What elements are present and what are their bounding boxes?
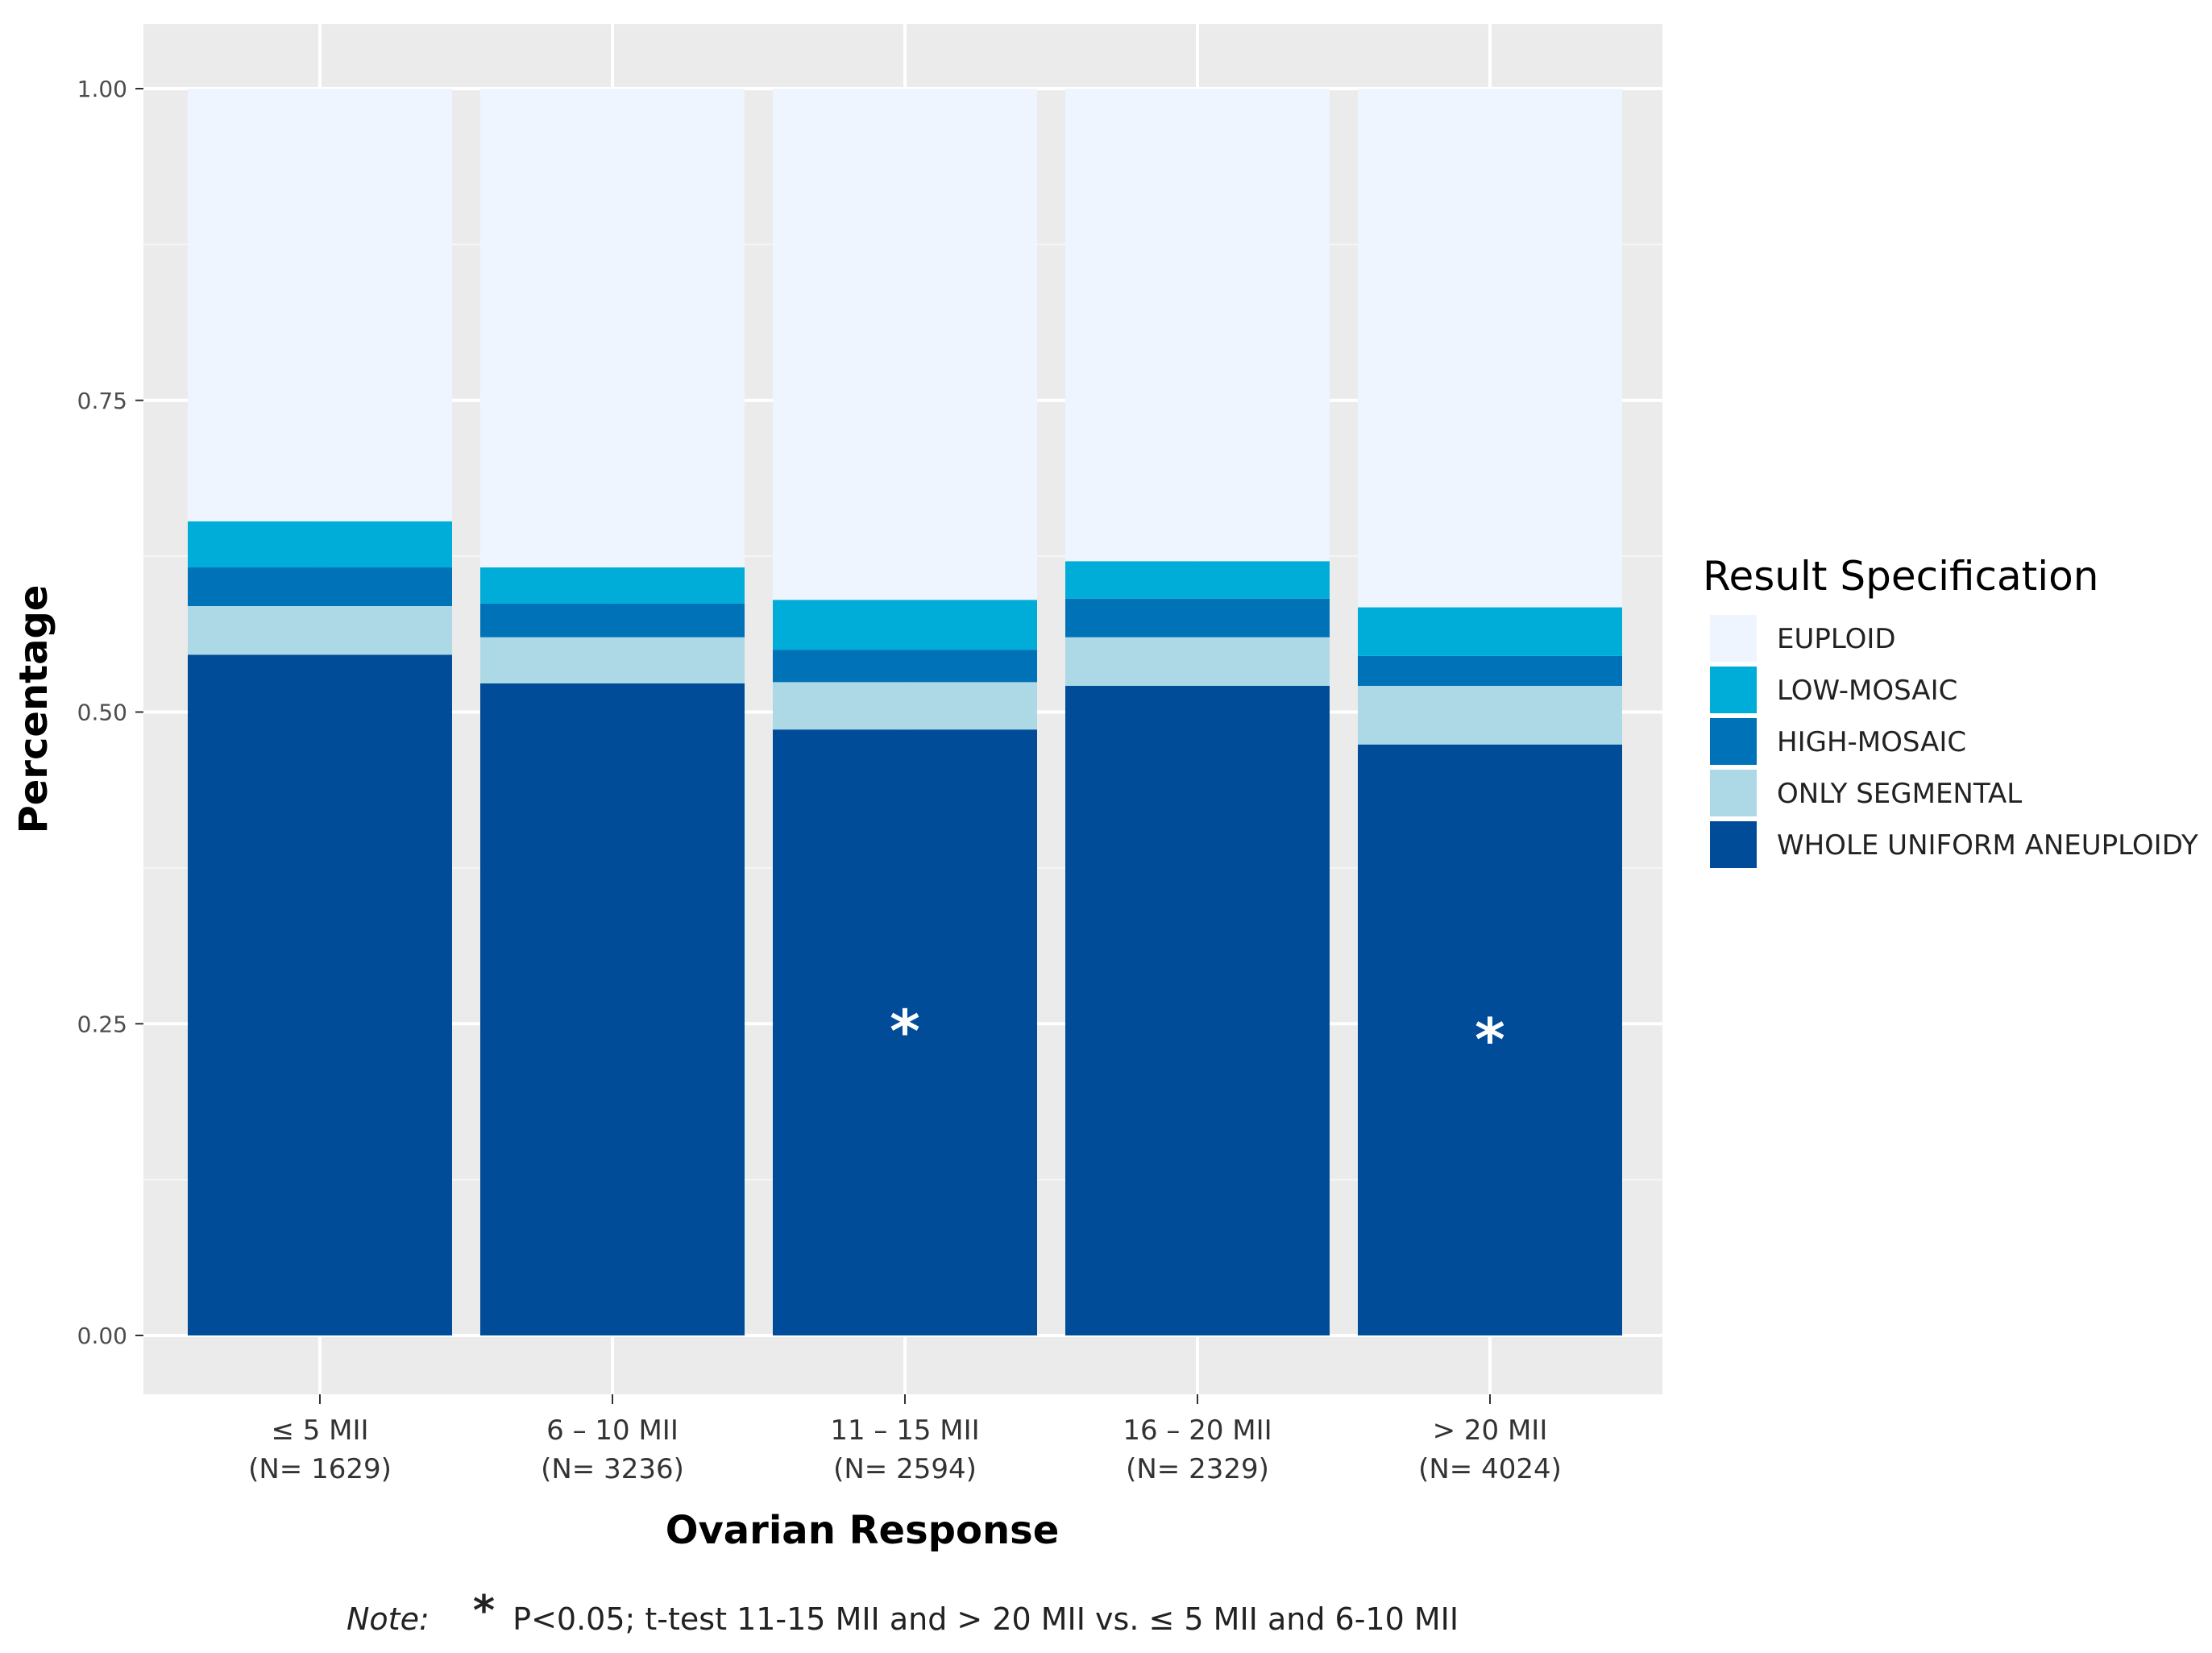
bar-segment-euploid xyxy=(188,89,452,521)
bar-segment-high-mosaic xyxy=(1358,655,1622,687)
x-tick-label: 6 – 10 MII xyxy=(546,1414,679,1447)
legend-label: HIGH-MOSAIC xyxy=(1777,726,1966,758)
x-tick-sample-size: (N= 4024) xyxy=(1418,1453,1562,1485)
bar-segment-whole-uniform-aneuploidy xyxy=(1358,744,1622,1335)
y-tick-label: 1.00 xyxy=(77,76,127,102)
bar-segment-whole-uniform-aneuploidy xyxy=(1065,686,1330,1335)
y-tick-label: 0.00 xyxy=(77,1323,127,1349)
legend-label: LOW-MOSAIC xyxy=(1777,675,1957,707)
bar-segment-euploid xyxy=(1358,89,1622,608)
bar-segment-euploid xyxy=(773,89,1037,600)
bar-segment-low-mosaic xyxy=(480,567,745,604)
bar-segment-low-mosaic xyxy=(1065,561,1330,599)
bar-segment-whole-uniform-aneuploidy xyxy=(188,654,452,1335)
bar-segment-low-mosaic xyxy=(773,600,1037,650)
x-tick-sample-size: (N= 2329) xyxy=(1126,1453,1269,1485)
x-tick-sample-size: (N= 2594) xyxy=(833,1453,977,1485)
bars xyxy=(188,89,1622,1335)
bar-segment-high-mosaic xyxy=(480,603,745,638)
bar-segment-euploid xyxy=(1065,89,1330,562)
x-tick-label: > 20 MII xyxy=(1433,1414,1548,1447)
x-tick-label: ≤ 5 MII xyxy=(271,1414,368,1447)
legend-swatch xyxy=(1710,770,1757,816)
significance-asterisk: * xyxy=(890,997,920,1065)
note-symbol: * xyxy=(472,1587,496,1635)
bar-segment-only-segmental xyxy=(480,637,745,683)
x-axis-title: Ovarian Response xyxy=(666,1508,1060,1553)
legend-swatch xyxy=(1710,615,1757,662)
bar-segment-high-mosaic xyxy=(188,567,452,607)
x-tick-sample-size: (N= 3236) xyxy=(541,1453,684,1485)
note-label: Note: xyxy=(347,1601,430,1637)
legend-label: ONLY SEGMENTAL xyxy=(1777,778,2022,810)
legend-label: WHOLE UNIFORM ANEUPLOIDY xyxy=(1777,829,2198,862)
bar-segment-only-segmental xyxy=(773,682,1037,730)
y-tick-label: 0.75 xyxy=(77,388,127,414)
significance-asterisk: * xyxy=(1475,1006,1505,1074)
legend-title: Result Specification xyxy=(1703,553,2098,600)
bar-segment-only-segmental xyxy=(1358,686,1622,745)
bar-segment-only-segmental xyxy=(1065,637,1330,687)
legend-swatch xyxy=(1710,821,1757,868)
y-axis-title: Percentage xyxy=(11,585,56,834)
bar-segment-euploid xyxy=(480,89,745,568)
annotations: * * xyxy=(890,997,1505,1074)
footnote: Note: * P<0.05; t-test 11-15 MII and > 2… xyxy=(347,1587,1459,1640)
bar-segment-whole-uniform-aneuploidy xyxy=(773,729,1037,1335)
bar-segment-low-mosaic xyxy=(1358,607,1622,656)
y-tick-label: 0.50 xyxy=(77,700,127,726)
legend: Result Specification EUPLOID LOW-MOSAIC HI… xyxy=(1703,553,2198,868)
bar-segment-only-segmental xyxy=(188,606,452,655)
y-axis: 0.00 0.25 0.50 0.75 1.00 xyxy=(77,76,143,1349)
bar-segment-high-mosaic xyxy=(773,650,1037,683)
note-text: P<0.05; t-test 11-15 MII and > 20 MII vs… xyxy=(513,1601,1459,1637)
bar-segment-low-mosaic xyxy=(188,521,452,568)
bar-segment-high-mosaic xyxy=(1065,598,1330,638)
legend-swatch xyxy=(1710,718,1757,765)
x-tick-label: 16 – 20 MII xyxy=(1123,1414,1272,1447)
x-tick-label: 11 – 15 MII xyxy=(830,1414,979,1447)
bar-segment-whole-uniform-aneuploidy xyxy=(480,683,745,1335)
x-tick-sample-size: (N= 1629) xyxy=(248,1453,392,1485)
y-tick-label: 0.25 xyxy=(77,1011,127,1037)
legend-label: EUPLOID xyxy=(1777,623,1896,655)
legend-swatch xyxy=(1710,667,1757,713)
x-axis: ≤ 5 MII (N= 1629) 6 – 10 MII (N= 3236) 11 – … xyxy=(248,1394,1562,1485)
